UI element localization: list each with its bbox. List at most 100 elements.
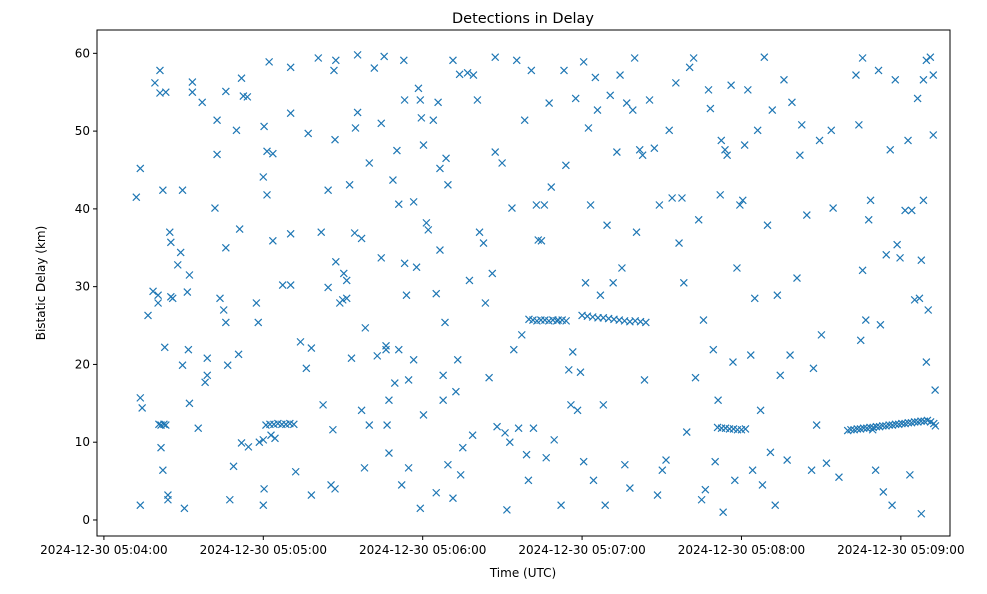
y-tick-label: 40 xyxy=(75,202,90,216)
data-point xyxy=(479,239,488,248)
data-point xyxy=(741,425,750,433)
data-point xyxy=(517,330,526,339)
data-point xyxy=(891,420,900,429)
data-point xyxy=(223,361,232,370)
data-point xyxy=(154,291,163,300)
data-point xyxy=(149,287,157,296)
data-point xyxy=(537,236,546,245)
data-point xyxy=(237,439,246,447)
data-point xyxy=(278,281,287,290)
data-point xyxy=(263,190,271,199)
data-point xyxy=(522,450,531,459)
data-point xyxy=(296,337,305,346)
data-point xyxy=(691,373,700,382)
data-point xyxy=(473,96,482,104)
data-point xyxy=(678,194,686,202)
data-point xyxy=(404,376,413,384)
data-point xyxy=(400,96,409,104)
data-point xyxy=(389,176,397,185)
data-point xyxy=(324,283,333,292)
data-point xyxy=(286,229,295,238)
x-tick-label: 2024-12-30 05:06:00 xyxy=(359,543,486,557)
data-point xyxy=(871,466,880,475)
data-point xyxy=(788,98,796,107)
data-point xyxy=(697,495,706,504)
data-point xyxy=(373,351,382,360)
data-point xyxy=(286,63,295,72)
data-point xyxy=(709,345,718,354)
data-point xyxy=(893,240,902,249)
data-point xyxy=(488,269,497,278)
data-point xyxy=(532,201,541,209)
data-point xyxy=(776,371,785,380)
data-point xyxy=(505,438,514,447)
data-point xyxy=(706,104,715,113)
data-point xyxy=(289,420,298,429)
data-point xyxy=(520,116,529,125)
data-point xyxy=(414,84,423,93)
data-point xyxy=(331,257,340,266)
data-point xyxy=(501,428,509,437)
data-point xyxy=(653,491,662,500)
data-point xyxy=(905,470,914,479)
data-point xyxy=(136,164,145,173)
data-point xyxy=(268,236,277,245)
data-point xyxy=(232,126,241,135)
data-point xyxy=(324,186,333,195)
data-point xyxy=(436,246,444,255)
data-point xyxy=(630,54,639,62)
data-point xyxy=(392,146,401,155)
data-point xyxy=(879,488,888,496)
data-point xyxy=(829,204,838,213)
x-axis: 2024-12-30 05:04:00 2024-12-30 05:05:00 20… xyxy=(40,536,965,557)
data-point xyxy=(671,78,680,87)
data-point xyxy=(138,404,147,412)
data-point xyxy=(922,358,931,367)
data-point xyxy=(442,154,450,163)
data-point xyxy=(560,66,568,75)
data-point xyxy=(733,264,741,272)
data-point xyxy=(609,278,618,287)
data-point xyxy=(885,421,894,430)
data-point xyxy=(351,124,360,132)
data-point xyxy=(254,318,263,327)
data-point xyxy=(382,341,390,350)
data-point xyxy=(176,248,185,257)
data-point xyxy=(822,459,831,468)
data-point xyxy=(491,53,500,62)
x-tick-label: 2024-12-30 05:04:00 xyxy=(40,543,167,557)
data-point xyxy=(441,318,449,327)
data-point xyxy=(439,396,448,405)
data-point xyxy=(491,148,500,157)
data-point xyxy=(641,318,650,327)
data-point xyxy=(907,206,916,215)
data-point xyxy=(234,350,243,359)
data-point xyxy=(419,411,428,419)
data-point xyxy=(545,99,554,108)
data-point xyxy=(924,306,933,314)
data-point xyxy=(579,57,588,66)
data-point xyxy=(394,345,403,354)
data-point xyxy=(260,122,269,131)
data-point xyxy=(685,63,694,72)
data-point xyxy=(161,88,170,97)
data-point xyxy=(178,361,187,370)
data-point xyxy=(150,78,159,87)
data-point xyxy=(259,173,268,181)
data-point xyxy=(259,435,268,444)
data-point xyxy=(235,225,244,234)
data-point xyxy=(717,136,726,145)
data-point xyxy=(180,504,189,513)
data-point xyxy=(475,228,484,237)
data-point xyxy=(679,278,688,287)
x-tick-label: 2024-12-30 05:08:00 xyxy=(678,543,805,557)
data-point xyxy=(571,94,580,103)
data-point xyxy=(409,355,418,364)
data-point xyxy=(861,316,870,325)
data-point xyxy=(350,229,359,237)
data-point xyxy=(136,501,145,510)
data-point xyxy=(342,294,351,303)
data-point xyxy=(668,194,677,202)
data-point xyxy=(766,448,775,457)
